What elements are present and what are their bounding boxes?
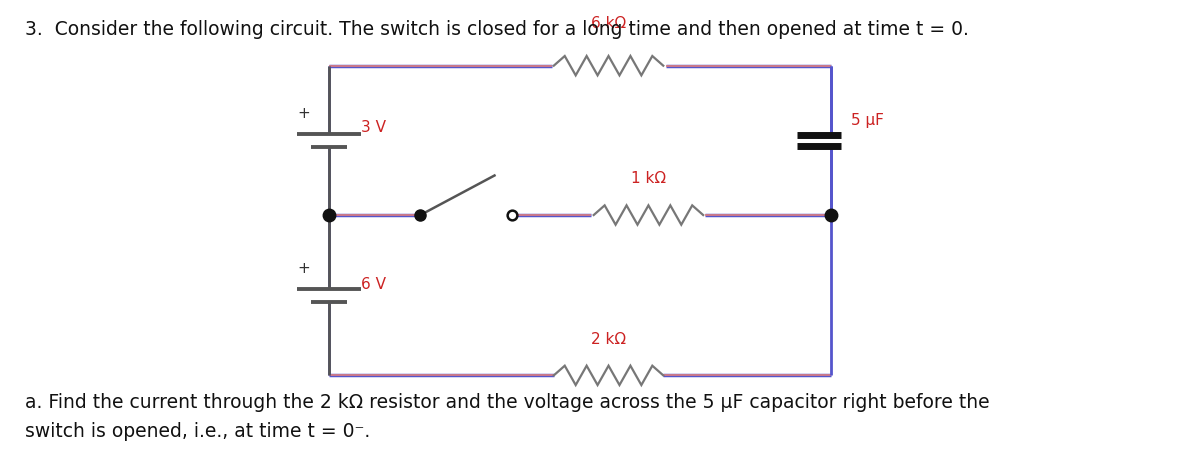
Text: 3.  Consider the following circuit. The switch is closed for a long time and the: 3. Consider the following circuit. The s… bbox=[25, 19, 968, 39]
Text: switch is opened, i.e., at time t = 0⁻.: switch is opened, i.e., at time t = 0⁻. bbox=[25, 423, 370, 441]
Text: a. Find the current through the 2 kΩ resistor and the voltage across the 5 μF ca: a. Find the current through the 2 kΩ res… bbox=[25, 393, 989, 412]
Text: 6 kΩ: 6 kΩ bbox=[590, 15, 626, 31]
Text: 2 kΩ: 2 kΩ bbox=[590, 332, 626, 347]
Text: 6 V: 6 V bbox=[361, 277, 386, 292]
Text: 1 kΩ: 1 kΩ bbox=[631, 171, 666, 186]
Text: 5 μF: 5 μF bbox=[852, 113, 884, 128]
Text: 3 V: 3 V bbox=[361, 120, 386, 135]
Text: +: + bbox=[298, 261, 311, 276]
Text: +: + bbox=[298, 107, 311, 122]
